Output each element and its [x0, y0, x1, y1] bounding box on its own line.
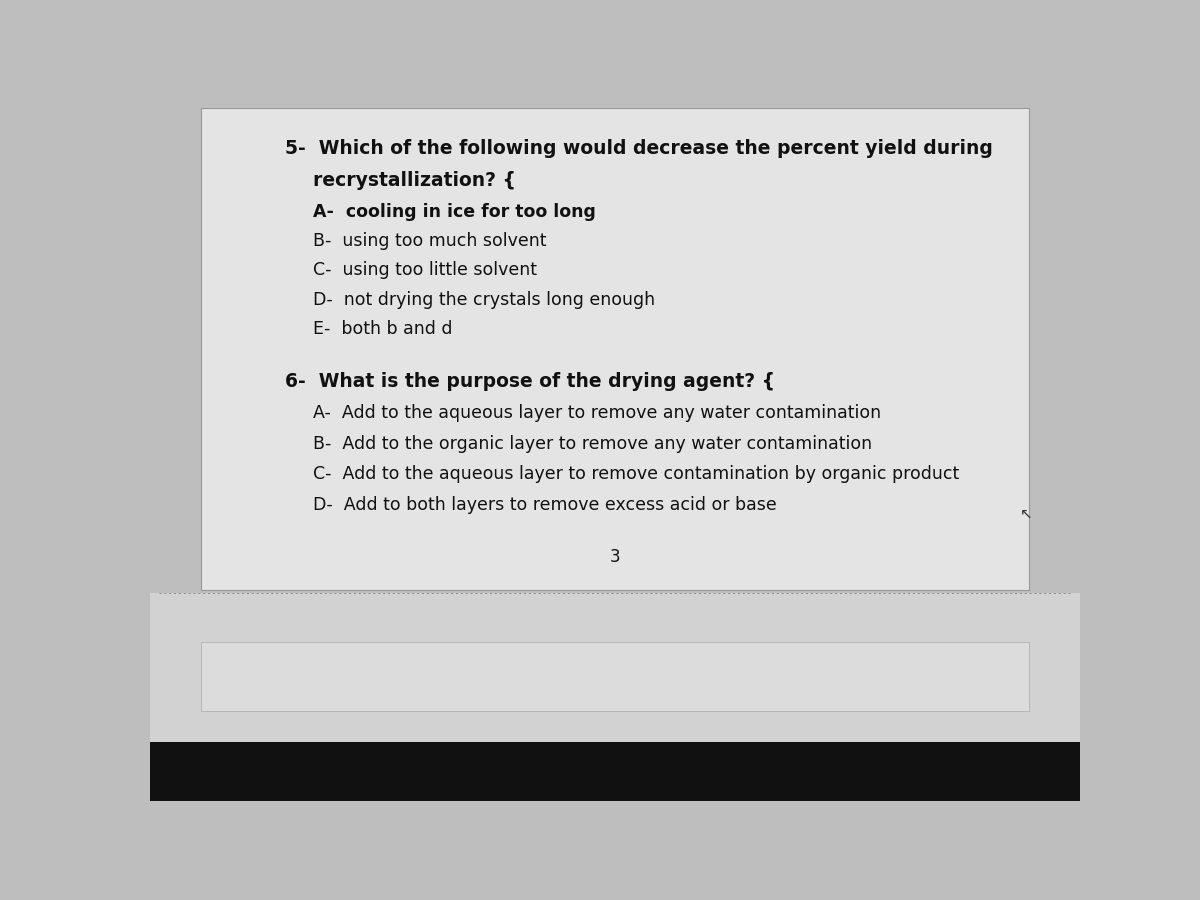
Text: C-  Add to the aqueous layer to remove contamination by organic product: C- Add to the aqueous layer to remove co…: [313, 465, 959, 483]
Text: 3: 3: [610, 548, 620, 566]
Bar: [202, 642, 1028, 711]
Text: D-  Add to both layers to remove excess acid or base: D- Add to both layers to remove excess a…: [313, 496, 776, 514]
Text: B-  Add to the organic layer to remove any water contamination: B- Add to the organic layer to remove an…: [313, 435, 872, 453]
Text: 5-  Which of the following would decrease the percent yield during: 5- Which of the following would decrease…: [284, 140, 992, 158]
Text: 6-  What is the purpose of the drying agent? {: 6- What is the purpose of the drying age…: [284, 372, 775, 391]
Text: A-  cooling in ice for too long: A- cooling in ice for too long: [313, 203, 595, 221]
Text: C-  using too little solvent: C- using too little solvent: [313, 261, 536, 279]
Bar: [150, 742, 1080, 801]
Text: D-  not drying the crystals long enough: D- not drying the crystals long enough: [313, 291, 655, 309]
Bar: [150, 593, 1080, 742]
Text: B-  using too much solvent: B- using too much solvent: [313, 232, 546, 250]
Text: A-  Add to the aqueous layer to remove any water contamination: A- Add to the aqueous layer to remove an…: [313, 404, 881, 422]
Text: E-  both b and d: E- both b and d: [313, 320, 452, 338]
Bar: [202, 108, 1028, 590]
Text: ↖: ↖: [1020, 507, 1032, 521]
Text: recrystallization? {: recrystallization? {: [313, 171, 516, 190]
